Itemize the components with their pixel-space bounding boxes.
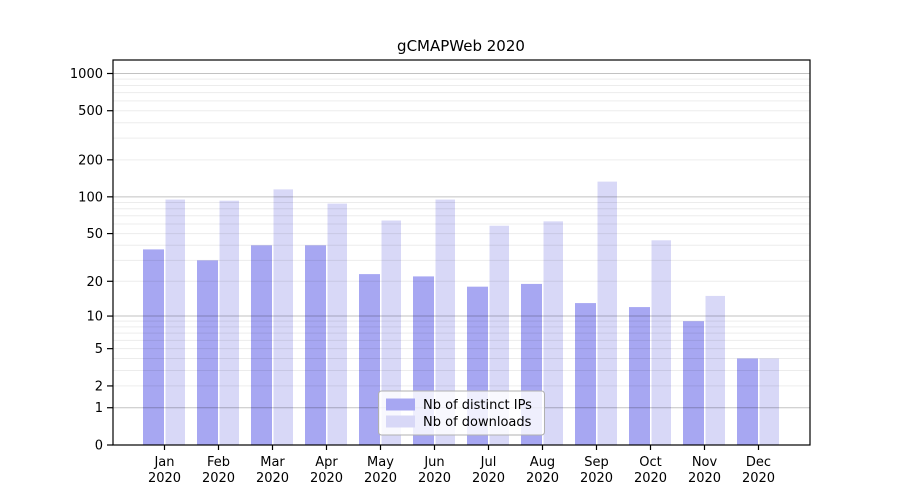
y-tick-label-500: 500 <box>78 104 103 119</box>
y-tick-label-200: 200 <box>78 153 103 168</box>
x-tick-label-nov: Nov 2020 <box>688 455 721 486</box>
bar-sep-distinct-ips <box>575 303 596 445</box>
legend-box <box>378 390 545 436</box>
x-tick-label-mar: Mar 2020 <box>256 455 289 486</box>
x-tick-label-sep: Sep 2020 <box>580 455 613 486</box>
y-tick-label-20: 20 <box>86 275 103 290</box>
y-tick-label-0: 0 <box>95 439 103 454</box>
bar-feb-downloads <box>219 200 239 445</box>
x-tick-label-oct: Oct 2020 <box>634 455 667 486</box>
bar-mar-downloads <box>273 189 293 445</box>
bar-feb-distinct-ips <box>197 260 218 445</box>
x-tick-label-jun: Jun 2020 <box>418 455 451 486</box>
bar-jun-downloads <box>435 199 455 445</box>
legend-swatch-distinct-ips <box>386 398 415 411</box>
y-tick-label-100: 100 <box>78 190 103 205</box>
y-tick-label-1: 1 <box>95 401 103 416</box>
bar-jan-downloads <box>165 199 185 445</box>
x-tick-label-may: May 2020 <box>364 455 397 486</box>
grid-layer <box>113 73 810 409</box>
x-tick-label-jan: Jan 2020 <box>148 455 181 486</box>
x-tick-label-feb: Feb 2020 <box>202 455 235 486</box>
plot-border <box>112 59 811 446</box>
x-tick-label-aug: Aug 2020 <box>526 455 559 486</box>
y-tick-label-2: 2 <box>95 379 103 394</box>
bar-oct-downloads <box>651 240 671 445</box>
bar-oct-distinct-ips <box>629 307 650 445</box>
bar-dec-distinct-ips <box>737 358 758 445</box>
legend-label-distinct-ips: Nb of distinct IPs <box>423 398 532 413</box>
legend: Nb of distinct IPs Nb of downloads <box>378 390 545 436</box>
y-tick-label-1000: 1000 <box>70 67 103 82</box>
x-tick-label-apr: Apr 2020 <box>310 455 343 486</box>
bar-apr-downloads <box>327 203 347 445</box>
bar-jul-downloads <box>489 225 509 445</box>
bar-mar-distinct-ips <box>251 245 272 445</box>
bar-dec-downloads <box>759 358 779 445</box>
bar-apr-distinct-ips <box>305 245 326 445</box>
y-tick-label-50: 50 <box>86 227 103 242</box>
y-axis: 0 1 2 5 10 20 50 100 200 500 1000 <box>70 67 113 454</box>
bar-sep-downloads <box>597 181 617 445</box>
legend-label-downloads: Nb of downloads <box>423 415 532 430</box>
y-tick-label-5: 5 <box>95 342 103 357</box>
bar-may-downloads <box>381 220 401 445</box>
x-axis: Jan 2020 Feb 2020 Mar 2020 Apr 2020 May 2020 Jun 20… <box>148 445 775 486</box>
legend-swatch-downloads <box>386 415 415 428</box>
bar-nov-downloads <box>705 295 725 445</box>
y-tick-label-10: 10 <box>86 310 103 325</box>
chart-title: gCMAPWeb 2020 <box>397 37 525 55</box>
bar-nov-distinct-ips <box>683 321 704 445</box>
bar-aug-downloads <box>543 221 563 445</box>
x-tick-label-jul: Jul 2020 <box>472 455 505 486</box>
bar-jan-distinct-ips <box>143 249 164 445</box>
bar-may-distinct-ips <box>359 274 380 445</box>
x-tick-label-dec: Dec 2020 <box>742 455 775 486</box>
